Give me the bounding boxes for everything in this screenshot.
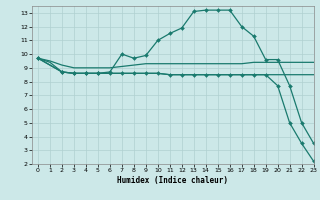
X-axis label: Humidex (Indice chaleur): Humidex (Indice chaleur) xyxy=(117,176,228,185)
